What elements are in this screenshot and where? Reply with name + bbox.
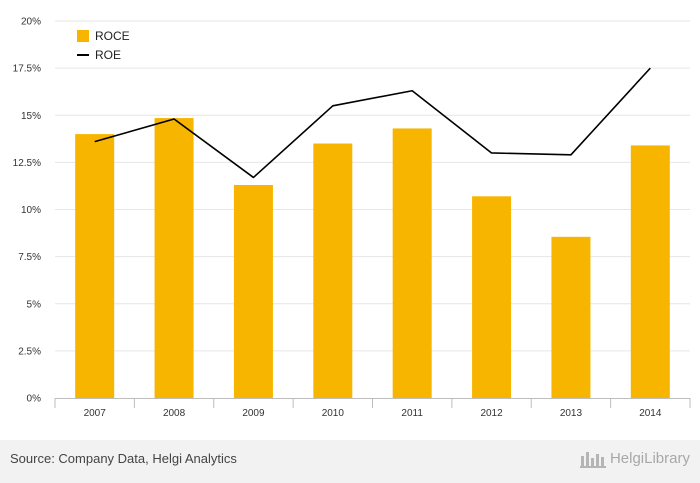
legend-label-roce: ROCE: [95, 29, 130, 43]
helgi-logo-icon: [579, 452, 606, 468]
x-tick-label: 2012: [480, 408, 503, 419]
bar-roce-2013: [551, 236, 591, 398]
y-tick-label: 2.5%: [18, 346, 41, 357]
brand-logo: HelgiLibrary: [579, 448, 690, 468]
bar-roce-2011: [392, 128, 432, 398]
x-tick-label: 2007: [84, 408, 107, 419]
bar-roce-2014: [630, 145, 670, 398]
x-tick-label: 2008: [163, 408, 186, 419]
x-tick-label: 2010: [322, 408, 345, 419]
line-roe: [94, 67, 651, 179]
brand-name: HelgiLibrary: [609, 449, 690, 467]
y-tick-label: 15%: [21, 111, 41, 122]
legend-label-roe: ROE: [95, 48, 121, 62]
y-tick-label: 17.5%: [13, 64, 41, 75]
roce-bars: [75, 118, 670, 398]
x-axis: 2007 2008 2009 2010 2011 2012 2013 2014: [54, 398, 691, 419]
legend: ROCE ROE: [77, 29, 130, 62]
grid-lines: [55, 20, 690, 352]
y-tick-label: 20%: [21, 17, 41, 28]
bar-roce-2007: [75, 134, 115, 398]
legend-swatch-roce: [77, 30, 89, 42]
x-tick-label: 2011: [401, 408, 423, 419]
y-axis: 0% 2.5% 5% 7.5% 10% 12.5% 15% 17.5% 20%: [13, 17, 41, 405]
bar-roce-2009: [233, 184, 273, 398]
bar-roce-2008: [154, 118, 194, 398]
roe-line: [94, 67, 651, 179]
roce-roe-chart: 2007 2008 2009 2010 2011 2012 2013 2014 0% 2.5% 5…: [13, 17, 691, 419]
x-tick-label: 2009: [242, 408, 265, 419]
y-tick-label: 0%: [27, 394, 42, 405]
y-tick-label: 7.5%: [18, 252, 41, 263]
source-note: Source: Company Data, Helgi Analytics: [10, 451, 237, 466]
y-tick-label: 10%: [21, 205, 41, 216]
bar-roce-2010: [313, 143, 353, 398]
x-tick-label: 2014: [639, 408, 662, 419]
x-tick-label: 2013: [560, 408, 583, 419]
y-tick-label: 12.5%: [13, 158, 41, 169]
y-tick-label: 5%: [27, 299, 42, 310]
bar-roce-2012: [472, 196, 512, 398]
